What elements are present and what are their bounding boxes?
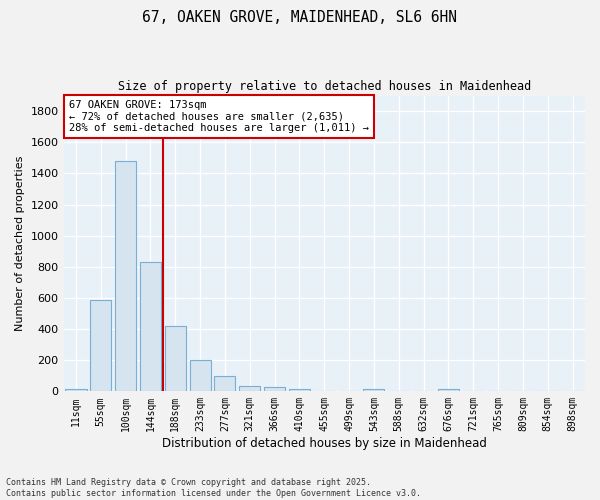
Bar — [140, 262, 161, 392]
Bar — [90, 300, 112, 392]
Title: Size of property relative to detached houses in Maidenhead: Size of property relative to detached ho… — [118, 80, 531, 93]
Text: Contains HM Land Registry data © Crown copyright and database right 2025.
Contai: Contains HM Land Registry data © Crown c… — [6, 478, 421, 498]
X-axis label: Distribution of detached houses by size in Maidenhead: Distribution of detached houses by size … — [162, 437, 487, 450]
Text: 67 OAKEN GROVE: 173sqm
← 72% of detached houses are smaller (2,635)
28% of semi-: 67 OAKEN GROVE: 173sqm ← 72% of detached… — [69, 100, 369, 133]
Bar — [438, 389, 459, 392]
Bar — [364, 390, 385, 392]
Bar — [115, 161, 136, 392]
Y-axis label: Number of detached properties: Number of detached properties — [15, 156, 25, 331]
Bar — [165, 326, 186, 392]
Text: 67, OAKEN GROVE, MAIDENHEAD, SL6 6HN: 67, OAKEN GROVE, MAIDENHEAD, SL6 6HN — [143, 10, 458, 25]
Bar — [264, 388, 285, 392]
Bar — [239, 386, 260, 392]
Bar — [190, 360, 211, 392]
Bar — [289, 389, 310, 392]
Bar — [65, 388, 86, 392]
Bar — [214, 376, 235, 392]
